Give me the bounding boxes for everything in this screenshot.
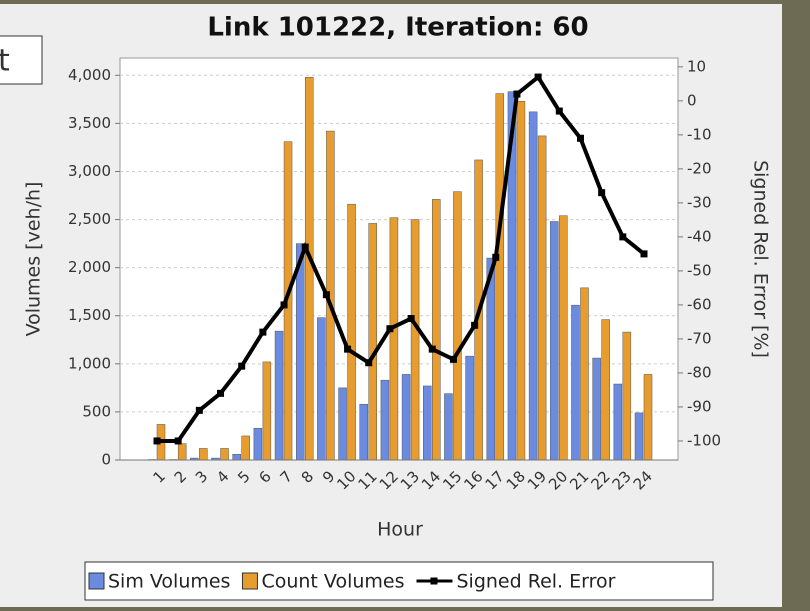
bar	[516, 101, 526, 461]
bar	[338, 387, 347, 461]
bar	[380, 379, 390, 461]
bar	[613, 383, 623, 461]
bar	[537, 135, 547, 461]
legend	[84, 561, 714, 601]
line-marker	[640, 250, 648, 258]
bar	[634, 412, 644, 461]
line-marker	[365, 359, 373, 367]
y2-tick-label: 10	[687, 57, 706, 75]
bar	[622, 331, 632, 461]
line-marker	[492, 253, 500, 261]
line-marker	[449, 355, 457, 363]
bar	[241, 435, 250, 461]
y2-tick-label: -70	[687, 329, 712, 347]
line-marker	[322, 291, 330, 299]
line	[157, 74, 646, 443]
y2-tick-label: -50	[687, 261, 712, 279]
x-axis-label: Hour	[377, 519, 423, 541]
y-tick-label: 4,000	[68, 66, 111, 84]
bar	[410, 219, 420, 461]
line-marker	[576, 134, 584, 142]
bar	[295, 243, 305, 461]
line-marker	[344, 345, 352, 353]
y-tick-label: 3,500	[68, 114, 111, 132]
line-marker	[153, 437, 161, 445]
line-marker	[407, 315, 415, 323]
y2-tick-label: 0	[687, 91, 697, 109]
line-marker	[238, 362, 246, 370]
bar	[550, 221, 559, 461]
bar	[643, 374, 653, 461]
y2-tick-label: -90	[687, 397, 712, 415]
y-tick-label: 500	[82, 402, 111, 420]
line-marker	[386, 325, 394, 333]
bar	[262, 361, 272, 461]
legend-label: Sim Volumes	[108, 571, 230, 593]
y2-tick-label: -40	[687, 227, 712, 245]
bar	[401, 374, 411, 461]
y2-tick-label: -30	[687, 193, 712, 211]
line-marker	[217, 389, 225, 397]
bar	[253, 428, 263, 461]
bar	[220, 448, 229, 461]
line-marker	[428, 345, 436, 353]
y-tick-label: 2,500	[68, 210, 111, 228]
bar	[274, 330, 284, 461]
line-marker	[513, 90, 521, 98]
bar	[317, 317, 326, 461]
y2-tick-label: -20	[687, 159, 712, 177]
line-marker	[534, 73, 542, 81]
legend-swatch	[88, 572, 105, 590]
bar	[359, 403, 368, 461]
chart-title: Link 101222, Iteration: 60	[207, 13, 588, 43]
bar	[528, 111, 538, 461]
legend-swatch	[241, 572, 258, 590]
overlay-box	[0, 35, 43, 85]
y-tick-label: 1,500	[68, 306, 111, 324]
y-tick-label: 3,000	[68, 162, 111, 180]
y-tick-label: 2,000	[68, 258, 111, 276]
line-marker	[471, 321, 479, 329]
bar	[423, 385, 432, 461]
bar	[601, 319, 610, 461]
overlay-label: t	[0, 44, 10, 79]
y2-tick-label: -100	[687, 431, 721, 449]
bar	[444, 393, 453, 461]
bar	[389, 217, 399, 461]
y-axis-label: Volumes [veh/h]	[23, 182, 45, 337]
legend-label: Signed Rel. Error	[456, 571, 615, 593]
legend-label: Count Volumes	[261, 571, 404, 593]
bar	[571, 304, 580, 461]
y2-tick-label: -10	[687, 125, 712, 143]
line-marker	[301, 243, 309, 251]
line-marker	[195, 406, 203, 414]
bar	[592, 357, 601, 461]
bar	[453, 191, 462, 461]
bar	[580, 287, 589, 461]
bar	[347, 203, 356, 461]
bar	[232, 453, 241, 461]
bar	[199, 448, 208, 461]
line-marker	[280, 301, 288, 309]
legend-swatch-marker	[430, 577, 438, 585]
y2-tick-label: -80	[687, 363, 712, 381]
y2-tick-label: -60	[687, 295, 712, 313]
y-tick-label: 0	[101, 451, 111, 469]
line-marker	[619, 233, 627, 241]
y-tick-label: 1,000	[68, 354, 111, 372]
bar	[495, 93, 505, 461]
y2-axis-label: Signed Rel. Error [%]	[750, 160, 772, 358]
line-marker	[174, 437, 182, 445]
bar	[432, 199, 441, 461]
bar	[304, 76, 314, 461]
line-marker	[598, 189, 606, 197]
line-marker	[555, 107, 563, 115]
line-marker	[259, 328, 267, 336]
bar	[177, 443, 187, 461]
bar	[368, 223, 377, 461]
bar	[465, 355, 474, 461]
bar	[559, 215, 568, 461]
